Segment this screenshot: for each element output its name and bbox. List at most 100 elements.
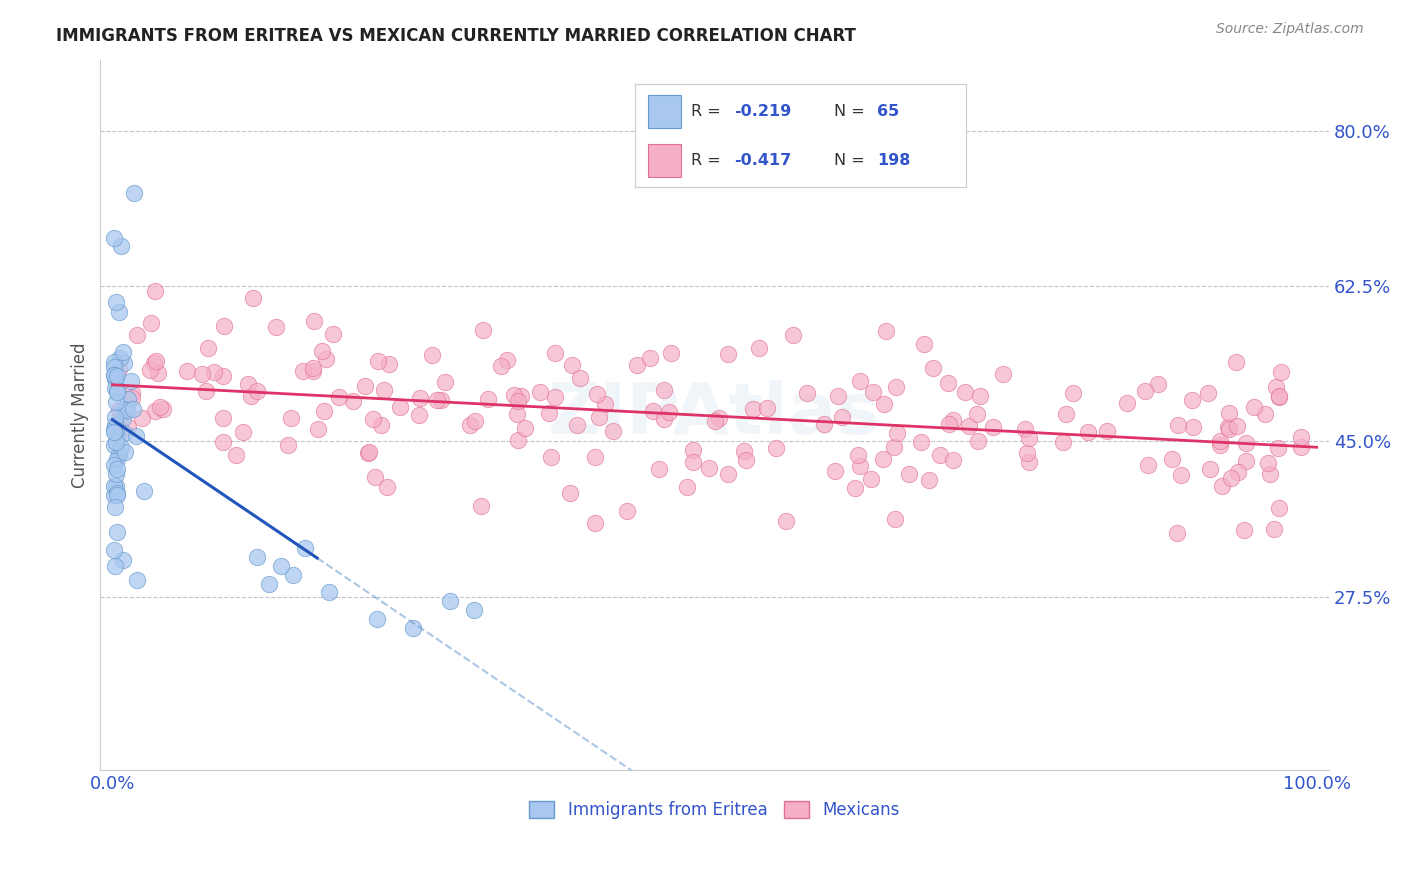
Point [1226, 465, 1249, 479]
Point [117, 392, 139, 406]
Point [897, 467, 920, 481]
Point [1226, 419, 1249, 434]
Point [322, 326, 344, 341]
Point [307, 422, 329, 436]
Point [105, 419, 128, 434]
Point [264, 319, 287, 334]
Point [602, 424, 624, 438]
Point [107, 428, 129, 442]
Point [884, 380, 907, 394]
Point [844, 481, 866, 495]
Point [176, 363, 198, 377]
Point [765, 441, 787, 455]
Point [503, 388, 526, 402]
Point [953, 385, 976, 400]
Point [707, 411, 730, 425]
Point [114, 445, 136, 459]
Point [125, 428, 148, 442]
Point [232, 425, 254, 439]
Point [111, 553, 134, 567]
Point [197, 342, 219, 356]
Point [103, 368, 125, 383]
Point [477, 392, 499, 407]
Point [103, 421, 125, 435]
Point [110, 239, 132, 253]
Point [402, 621, 425, 635]
Point [122, 186, 145, 200]
Point [991, 368, 1014, 382]
Point [1218, 406, 1240, 420]
Point [104, 417, 127, 432]
Point [366, 612, 388, 626]
Point [558, 485, 581, 500]
Point [112, 401, 135, 416]
Point [1234, 436, 1257, 450]
Point [1209, 434, 1232, 449]
Point [236, 376, 259, 391]
Point [676, 480, 699, 494]
Point [149, 400, 172, 414]
Point [583, 450, 606, 464]
Point [212, 368, 235, 383]
Point [567, 418, 589, 433]
Point [942, 452, 965, 467]
Point [544, 346, 567, 360]
Point [364, 470, 387, 484]
Point [626, 358, 648, 372]
Point [104, 372, 127, 386]
Point [104, 558, 127, 573]
Point [470, 499, 492, 513]
Point [375, 480, 398, 494]
Point [1170, 467, 1192, 482]
Point [354, 379, 377, 393]
Point [1197, 385, 1219, 400]
Point [643, 404, 665, 418]
Point [367, 354, 389, 368]
Point [103, 368, 125, 382]
Point [389, 400, 412, 414]
Point [361, 412, 384, 426]
Point [966, 407, 988, 421]
Point [105, 423, 128, 437]
Point [1220, 471, 1243, 485]
Point [112, 425, 135, 440]
Point [1211, 479, 1233, 493]
Point [942, 412, 965, 426]
Point [104, 434, 127, 449]
Point [735, 453, 758, 467]
Point [1095, 424, 1118, 438]
Point [1257, 456, 1279, 470]
Point [849, 374, 872, 388]
Point [439, 594, 461, 608]
Point [886, 425, 908, 440]
Point [225, 448, 247, 462]
Point [302, 361, 325, 376]
Point [1018, 431, 1040, 445]
Point [508, 393, 530, 408]
Point [831, 409, 853, 424]
Point [872, 452, 894, 467]
Point [108, 447, 131, 461]
Point [1267, 441, 1289, 455]
Point [938, 417, 960, 432]
Point [131, 410, 153, 425]
Point [912, 336, 935, 351]
Point [257, 576, 280, 591]
Point [143, 404, 166, 418]
Point [108, 362, 131, 376]
Point [103, 425, 125, 439]
Point [1054, 407, 1077, 421]
Point [717, 467, 740, 481]
Point [873, 397, 896, 411]
Point [104, 500, 127, 515]
Point [212, 410, 235, 425]
Point [110, 440, 132, 454]
Point [1267, 390, 1289, 404]
Point [103, 438, 125, 452]
Legend: Immigrants from Eritrea, Mexicans: Immigrants from Eritrea, Mexicans [523, 794, 907, 826]
Point [491, 359, 513, 374]
Point [464, 414, 486, 428]
Point [105, 369, 128, 384]
Point [1077, 425, 1099, 439]
Point [1218, 419, 1240, 434]
